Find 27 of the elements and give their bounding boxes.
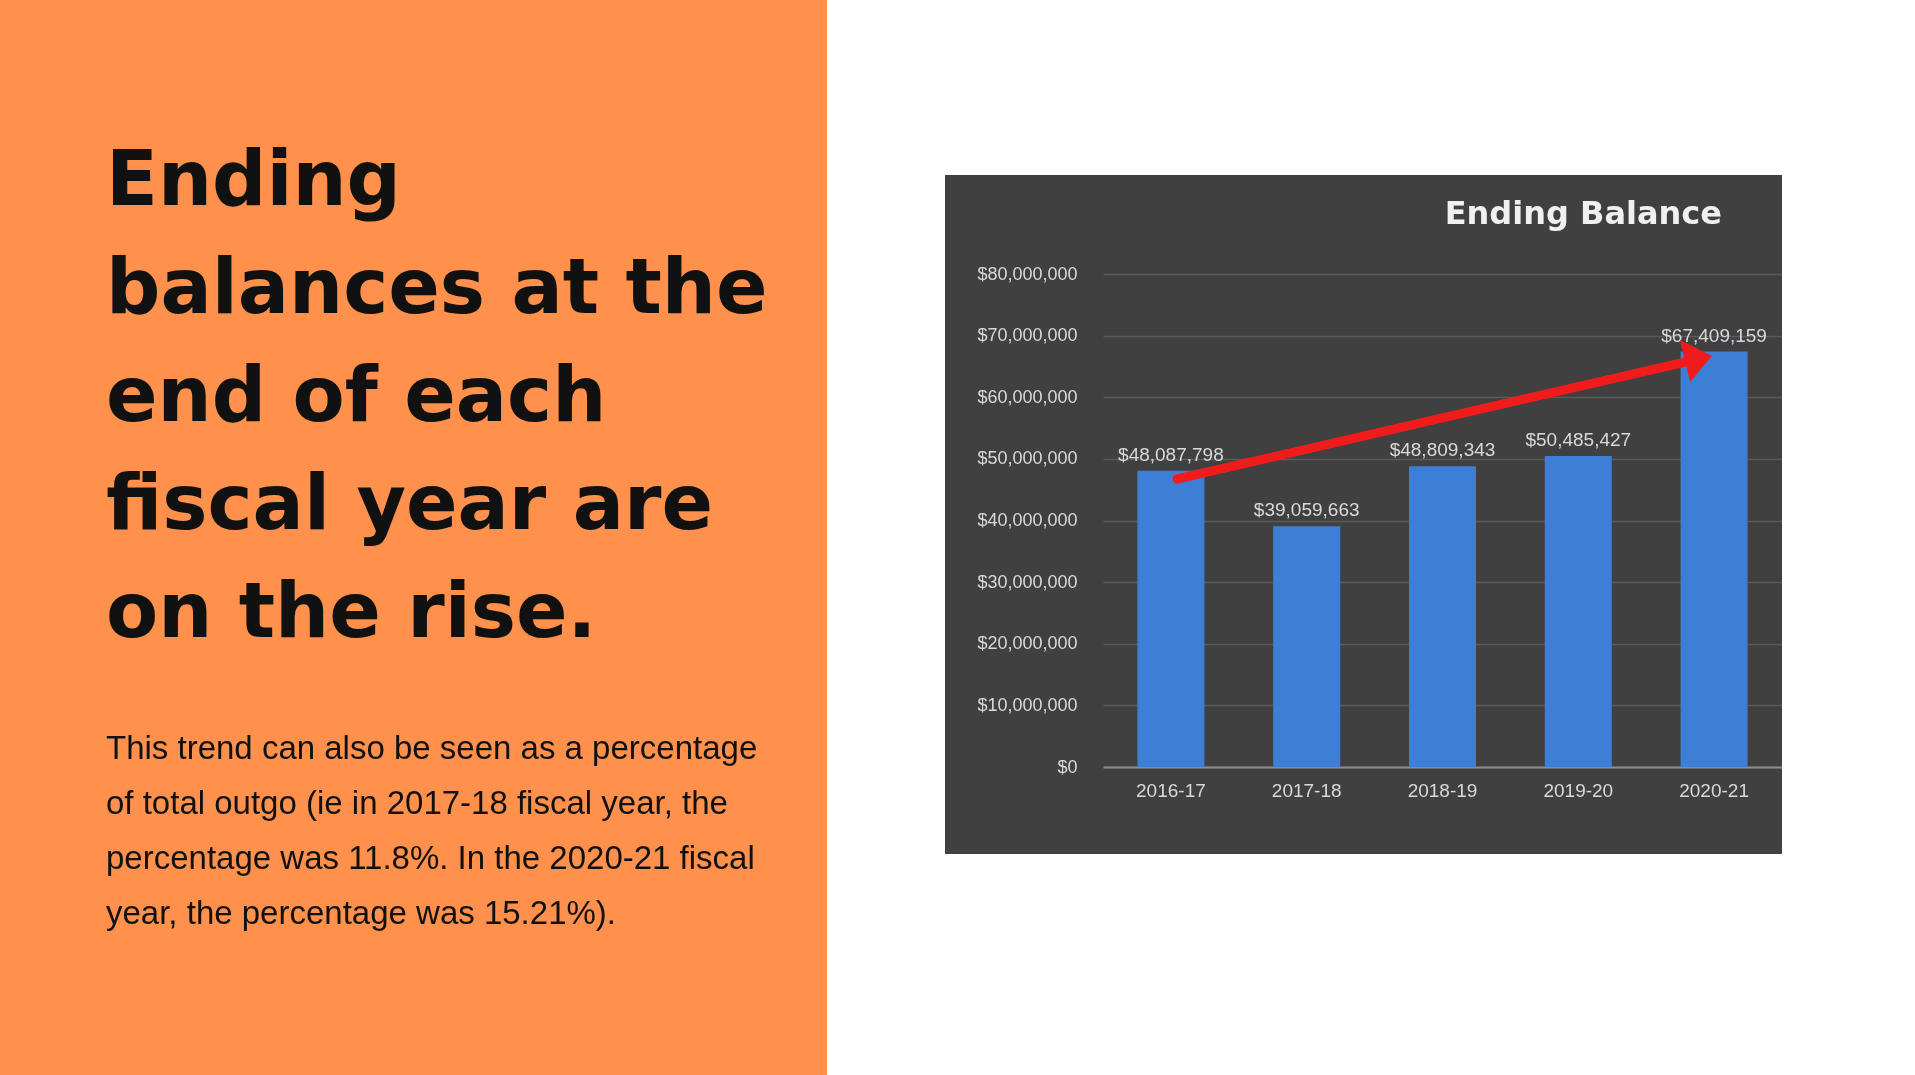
text: Ending balances at the end of each fiscal year are on the rise. — [106, 133, 769, 657]
bar — [1409, 466, 1476, 767]
text: This trend can also be seen as a percentage of total outgo (ie in 2017-18 fiscal year, the percentage was 11.8%. In the 2020-21 fiscal year, the percentage was 15.21%). — [106, 728, 759, 933]
chart-title: Ending Balance — [1444, 194, 1722, 232]
y-tick-label: $50,000,000 — [977, 448, 1078, 469]
x-tick-label: 2019-20 — [1543, 779, 1614, 801]
data-label: $48,809,343 — [1389, 439, 1496, 461]
y-tick-label: $80,000,000 — [977, 263, 1078, 284]
y-tick-label: $70,000,000 — [977, 325, 1078, 346]
y-tick-label: $60,000,000 — [977, 386, 1078, 407]
x-tick-label: 2017-18 — [1271, 779, 1342, 801]
bar — [1544, 455, 1612, 767]
x-tick-label: 2018-19 — [1407, 779, 1478, 801]
y-tick-label: $40,000,000 — [977, 510, 1078, 530]
y-tick-label: $20,000,000 — [977, 633, 1078, 654]
data-label: $50,485,427 — [1525, 428, 1632, 450]
x-tick-label: 2020-21 — [1679, 779, 1749, 801]
x-tick-label: 2016-17 — [1136, 779, 1206, 801]
y-tick-label: $0 — [1057, 756, 1078, 777]
y-tick-label: $10,000,000 — [977, 694, 1078, 715]
data-label: $67,409,159 — [1661, 324, 1767, 346]
data-label: $48,087,798 — [1118, 443, 1224, 465]
bar — [1137, 470, 1205, 767]
bar — [1680, 351, 1748, 767]
y-tick-label: $30,000,000 — [977, 571, 1078, 592]
data-label: $39,059,663 — [1253, 499, 1360, 521]
bar — [1273, 526, 1341, 767]
